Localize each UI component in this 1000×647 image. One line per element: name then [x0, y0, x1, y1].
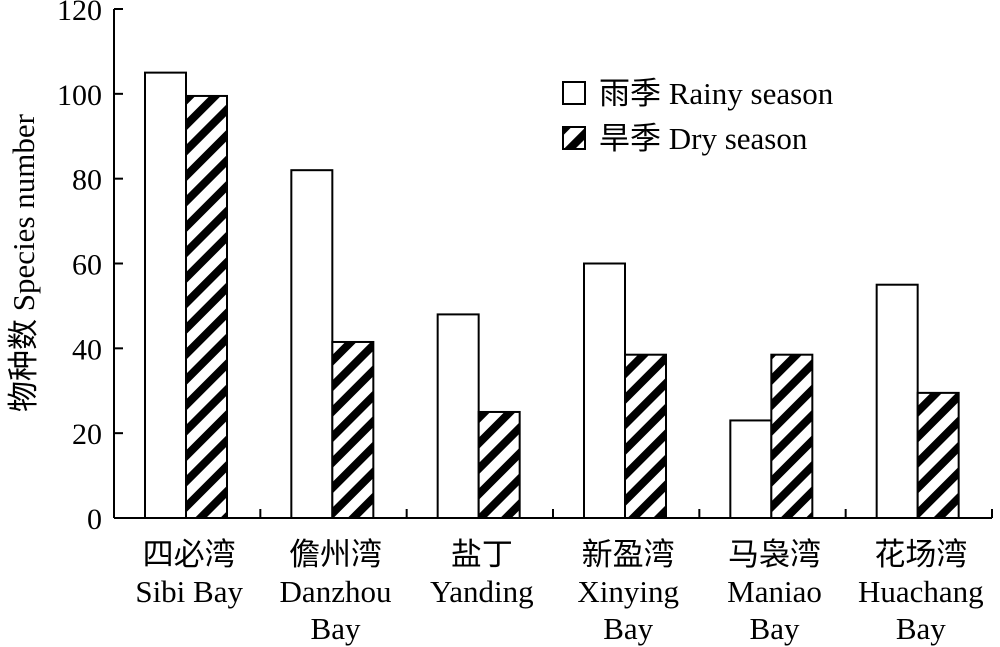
y-tick-label-2: 40	[72, 333, 102, 366]
x-tick-label-3-line-1: Xinying	[577, 574, 679, 609]
legend: 雨季 Rainy season 旱季 Dry season	[562, 76, 834, 156]
bar-s0-c4	[729, 419, 773, 520]
bar-s1-c2	[477, 410, 521, 520]
legend-label-1: 旱季 Dry season	[599, 121, 808, 156]
x-tick-label-4-line-2: Bay	[750, 611, 800, 646]
legend-label-0: 雨季 Rainy season	[599, 76, 834, 111]
x-tick-label-1-line-0: 儋州湾	[289, 537, 382, 572]
bar-s1-c3	[624, 353, 667, 519]
x-tick-label-5: 花场湾 Huachang Bay	[858, 537, 984, 646]
x-tick-label-3-line-0: 新盈湾	[582, 537, 675, 572]
y-tick-label-3: 60	[72, 249, 102, 282]
y-tick-label-6: 120	[57, 0, 102, 27]
bar-s0-c5	[875, 283, 919, 520]
legend-swatch-0	[562, 81, 586, 105]
legend-swatch-1	[562, 126, 586, 150]
x-tick-label-4-line-0: 马袅湾	[728, 537, 821, 572]
y-tick-label-0: 0	[87, 503, 102, 536]
x-tick-label-3: 新盈湾 Xinying Bay	[577, 537, 679, 646]
x-tick-label-0-line-1: Sibi Bay	[135, 574, 243, 609]
y-tick-label-4: 80	[72, 164, 102, 197]
bar-s1-c4	[770, 353, 814, 519]
x-tick-label-5-line-1: Huachang	[858, 574, 984, 609]
x-tick-label-2-line-0: 盐丁	[451, 537, 513, 572]
y-tick-label-5: 100	[57, 79, 102, 112]
x-tick-label-0: 四必湾 Sibi Bay	[135, 537, 243, 609]
bars-group	[144, 71, 960, 520]
x-tick-label-4-line-1: Maniao	[727, 574, 822, 609]
y-axis-label-group: 物种数 Species number	[6, 113, 41, 412]
y-axis-label: 物种数 Species number	[6, 113, 41, 412]
x-tick-label-5-line-0: 花场湾	[874, 537, 967, 572]
x-tick-label-1-line-1: Danzhou	[280, 574, 392, 609]
y-tick-label-1: 20	[72, 418, 102, 451]
x-tick-label-0-line-0: 四必湾	[143, 537, 236, 572]
x-tick-label-4: 马袅湾 Maniao Bay	[727, 537, 822, 646]
bar-s1-c5	[916, 391, 960, 519]
x-tick-label-2: 盐丁 Yanding	[430, 537, 534, 609]
x-tick-label-3-line-2: Bay	[603, 611, 653, 646]
bar-s1-c0	[185, 94, 228, 520]
x-tick-label-5-line-2: Bay	[896, 611, 946, 646]
bar-s0-c1	[290, 169, 334, 520]
axes-group: 0 20 40 60 80 100 120	[57, 0, 993, 536]
x-tick-label-1-line-2: Bay	[311, 611, 361, 646]
x-tick-label-2-line-1: Yanding	[430, 574, 534, 609]
bar-s1-c1	[331, 340, 375, 519]
x-tick-label-1: 儋州湾 Danzhou Bay	[280, 537, 392, 646]
bar-s0-c2	[436, 313, 480, 519]
bar-s0-c3	[583, 262, 626, 519]
bar-s0-c0	[144, 71, 187, 519]
